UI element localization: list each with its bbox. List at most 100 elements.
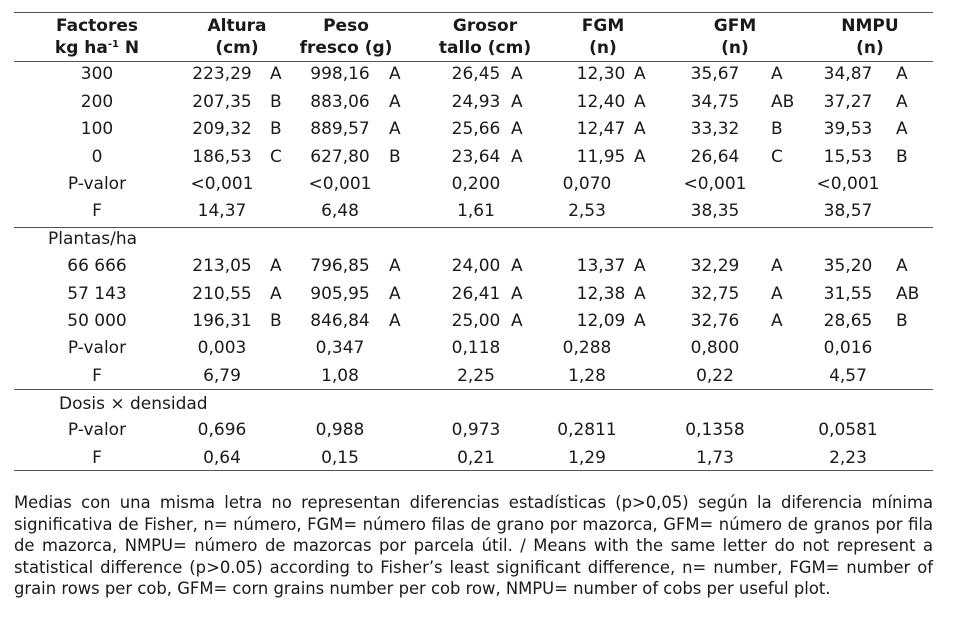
row-label: 66 666 (67, 256, 127, 276)
stat-value: 1,08 (321, 366, 359, 386)
significance-letter: A (896, 92, 908, 112)
table-cell-value: 32,76 (690, 311, 740, 331)
table-cell-value: 34,87 (823, 64, 873, 84)
stat-value: 0,696 (197, 420, 247, 440)
significance-letter: A (511, 284, 523, 304)
table-cell-value: 11,95 (576, 147, 626, 167)
stat-value: 1,29 (568, 448, 606, 468)
table-cell-value: 796,85 (310, 256, 370, 276)
table-cell-value: 846,84 (310, 311, 370, 331)
stat-label: F (92, 366, 102, 386)
table-cell-value: 25,66 (451, 119, 501, 139)
significance-letter: A (896, 119, 908, 139)
significance-letter: A (389, 92, 401, 112)
table-cell-value: 35,67 (690, 64, 740, 84)
table-cell-value: 12,40 (576, 92, 626, 112)
stat-value: 2,53 (568, 201, 606, 221)
column-header: Peso fresco (g) (299, 16, 393, 58)
significance-letter: A (896, 256, 908, 276)
stat-value: 0,1358 (685, 420, 745, 440)
row-label: 200 (80, 92, 114, 112)
significance-letter: A (511, 92, 523, 112)
stat-value: 0,118 (451, 338, 501, 358)
table-cell-value: 33,32 (690, 119, 740, 139)
row-label: 57 143 (67, 284, 127, 304)
row-label: 100 (80, 119, 114, 139)
significance-letter: A (389, 64, 401, 84)
table-cell-value: 15,53 (823, 147, 873, 167)
column-header: Factores kg ha-1 N (54, 16, 140, 58)
stat-value: <0,001 (683, 174, 747, 194)
table-cell-value: 13,37 (576, 256, 626, 276)
significance-letter: A (270, 64, 282, 84)
table-cell-value: 31,55 (823, 284, 873, 304)
table-cell-value: 24,00 (451, 256, 501, 276)
header-bottom-rule (14, 61, 933, 62)
table-cell-value: 26,64 (690, 147, 740, 167)
stat-value: 38,35 (690, 201, 740, 221)
table-cell-value: 998,16 (310, 64, 370, 84)
section-title: Dosis × densidad (59, 394, 208, 414)
column-header: FGM (n) (581, 16, 625, 58)
stat-value: 0,003 (197, 338, 247, 358)
stat-value: 0,21 (457, 448, 495, 468)
table-cell-value: 223,29 (192, 64, 252, 84)
section-title: Plantas/ha (48, 229, 138, 249)
stat-value: 0,070 (562, 174, 612, 194)
significance-letter: B (270, 92, 282, 112)
row-label: 50 000 (67, 311, 127, 331)
stat-value: 2,23 (829, 448, 867, 468)
significance-letter: A (634, 119, 646, 139)
significance-letter: A (270, 284, 282, 304)
column-header: Altura (cm) (207, 16, 267, 58)
significance-letter: A (511, 256, 523, 276)
table-cell-value: 12,30 (576, 64, 626, 84)
significance-letter: B (389, 147, 401, 167)
significance-letter: A (511, 147, 523, 167)
table-cell-value: 627,80 (310, 147, 370, 167)
section-rule (14, 389, 933, 390)
row-label: 300 (80, 64, 114, 84)
table-cell-value: 12,38 (576, 284, 626, 304)
stat-value: <0,001 (190, 174, 254, 194)
stat-value: 0,288 (562, 338, 612, 358)
significance-letter: C (771, 147, 783, 167)
stat-value: 1,61 (457, 201, 495, 221)
stat-value: 6,79 (203, 366, 241, 386)
table-cell-value: 12,09 (576, 311, 626, 331)
stat-value: 1,73 (696, 448, 734, 468)
stat-value: 6,48 (321, 201, 359, 221)
table-cell-value: 28,65 (823, 311, 873, 331)
significance-letter: A (389, 284, 401, 304)
significance-letter: A (771, 284, 783, 304)
table-cell-value: 186,53 (192, 147, 252, 167)
significance-letter: B (896, 311, 908, 331)
table-cell-value: 34,75 (690, 92, 740, 112)
significance-letter: A (511, 119, 523, 139)
significance-letter: A (634, 311, 646, 331)
stat-value: 0,2811 (557, 420, 617, 440)
table-cell-value: 213,05 (192, 256, 252, 276)
stat-value: 0,64 (203, 448, 241, 468)
significance-letter: B (270, 119, 282, 139)
table-cell-value: 889,57 (310, 119, 370, 139)
stat-value: 4,57 (829, 366, 867, 386)
stat-value: 0,800 (690, 338, 740, 358)
stat-value: 0,0581 (818, 420, 878, 440)
table-cell-value: 23,64 (451, 147, 501, 167)
stat-value: 0,22 (696, 366, 734, 386)
significance-letter: B (896, 147, 908, 167)
table-cell-value: 26,45 (451, 64, 501, 84)
stat-value: <0,001 (308, 174, 372, 194)
significance-letter: A (771, 311, 783, 331)
significance-letter: B (771, 119, 783, 139)
significance-letter: A (771, 64, 783, 84)
significance-letter: A (896, 64, 908, 84)
table-cell-value: 32,29 (690, 256, 740, 276)
significance-letter: A (389, 119, 401, 139)
stat-value: 2,25 (457, 366, 495, 386)
section-rule (14, 227, 933, 228)
significance-letter: AB (771, 92, 795, 112)
stat-label: P-valor (67, 174, 127, 194)
stat-value: 0,016 (823, 338, 873, 358)
